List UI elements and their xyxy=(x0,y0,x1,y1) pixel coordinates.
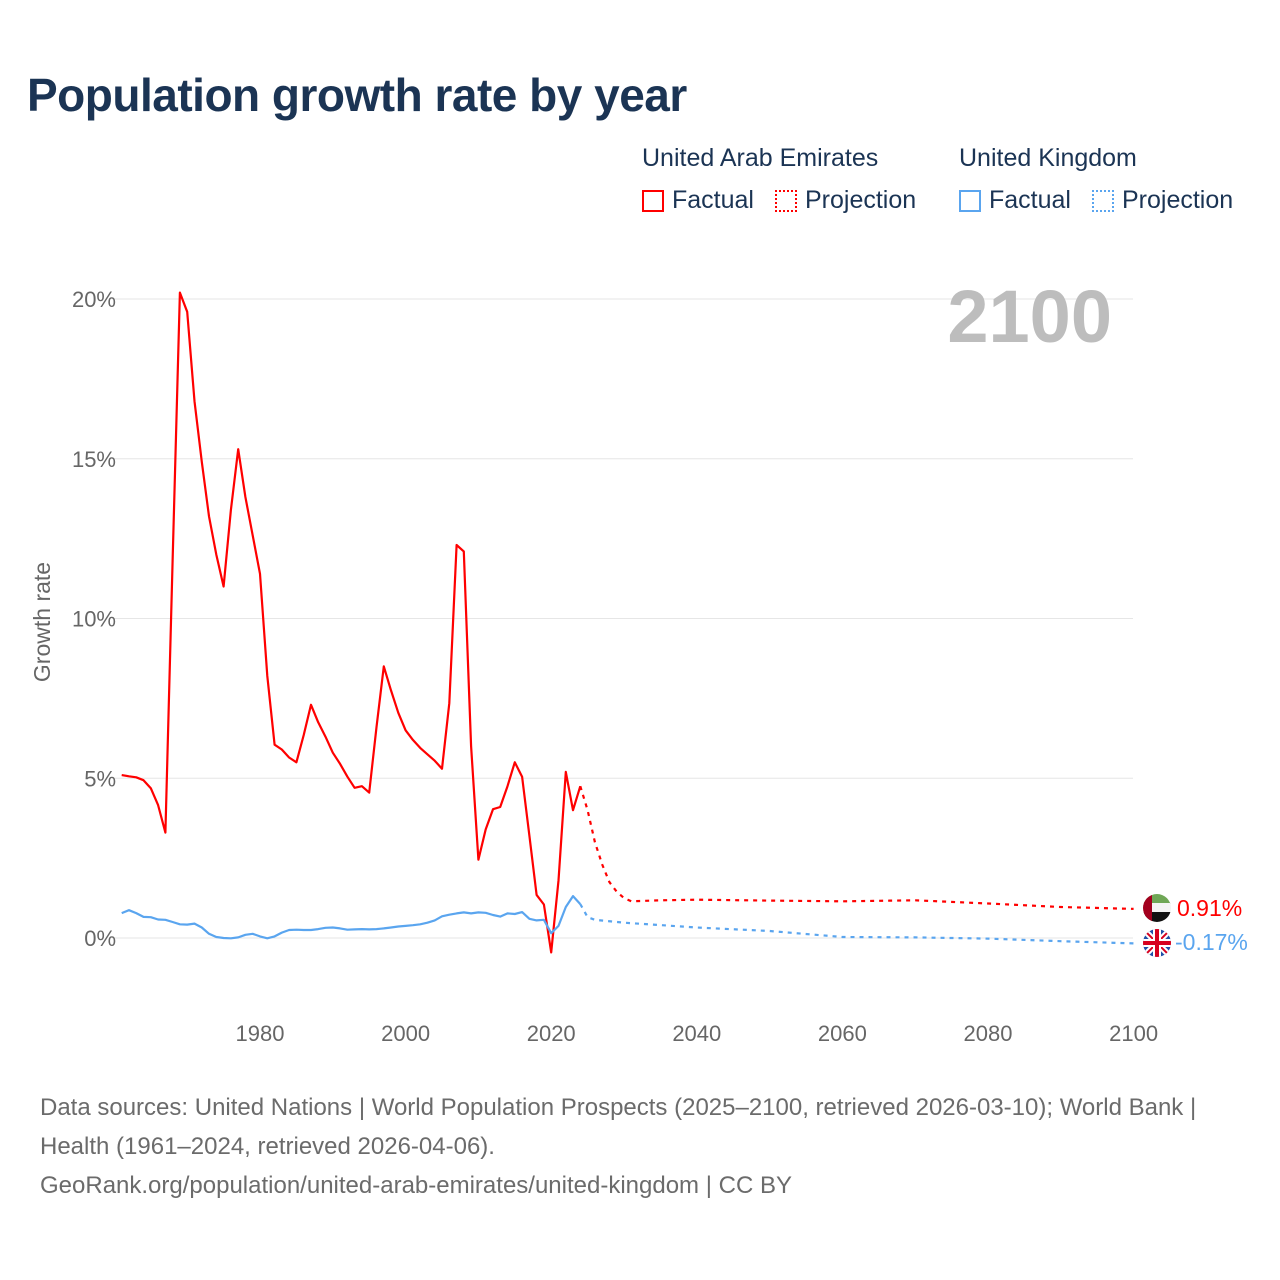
y-tick-label: 15% xyxy=(72,447,116,472)
sources-text: Data sources: United Nations | World Pop… xyxy=(40,1094,1197,1160)
y-axis-label: Growth rate xyxy=(29,562,55,682)
legend-uk-factual[interactable]: Factual xyxy=(959,186,1071,215)
series-line-united-arab-emirates-projection xyxy=(579,785,1134,910)
year-indicator: 2100 xyxy=(947,275,1112,358)
legend-group-uae: United Arab Emirates xyxy=(642,144,879,172)
chart-title: Population growth rate by year xyxy=(27,69,687,121)
x-tick-label: 2040 xyxy=(672,1021,721,1046)
y-tick-label: 0% xyxy=(84,926,116,951)
series-line-united-arab-emirates-factual xyxy=(121,291,582,954)
x-tick-label: 2060 xyxy=(818,1021,867,1046)
chart-area: 0% 5% 10% 15% 20% 1980 2000 2020 2040 2060 2080 210… xyxy=(29,275,1248,1046)
x-tick-label: 2100 xyxy=(1109,1021,1158,1046)
x-tick-label: 2000 xyxy=(381,1021,430,1046)
uae-end-value: 0.91% xyxy=(1177,895,1242,921)
uk-flag-icon xyxy=(1143,929,1171,957)
legend-swatch-dotted-icon xyxy=(775,189,797,212)
legend-uae-factual[interactable]: Factual xyxy=(642,186,754,215)
source-link[interactable]: GeoRank.org/population/united-arab-emira… xyxy=(40,1172,792,1199)
legend-label: Factual xyxy=(672,186,754,214)
legend-group-uk: United Kingdom xyxy=(959,144,1137,172)
series-line-united-kingdom-projection xyxy=(579,903,1134,945)
legend-label: Factual xyxy=(989,186,1071,214)
legend-swatch-solid-icon xyxy=(642,189,664,212)
legend-swatch-dotted-icon xyxy=(1092,189,1114,212)
legend-uae-projection[interactable]: Projection xyxy=(775,186,916,215)
y-tick-label: 20% xyxy=(72,287,116,312)
data-sources: Data sources: United Nations | World Pop… xyxy=(40,1088,1240,1205)
y-tick-label: 5% xyxy=(84,766,116,791)
series-line-united-kingdom-factual xyxy=(121,895,582,940)
uae-flag-icon xyxy=(1143,894,1171,922)
uk-end-value: -0.17% xyxy=(1175,929,1248,955)
legend-swatch-solid-icon xyxy=(959,189,981,212)
legend-label: Projection xyxy=(805,186,917,214)
x-tick-label: 1980 xyxy=(236,1021,285,1046)
x-tick-label: 2080 xyxy=(964,1021,1013,1046)
y-tick-label: 10% xyxy=(72,607,116,632)
legend-uk-projection[interactable]: Projection xyxy=(1092,186,1233,215)
x-tick-label: 2020 xyxy=(527,1021,576,1046)
legend-label: Projection xyxy=(1122,186,1234,214)
